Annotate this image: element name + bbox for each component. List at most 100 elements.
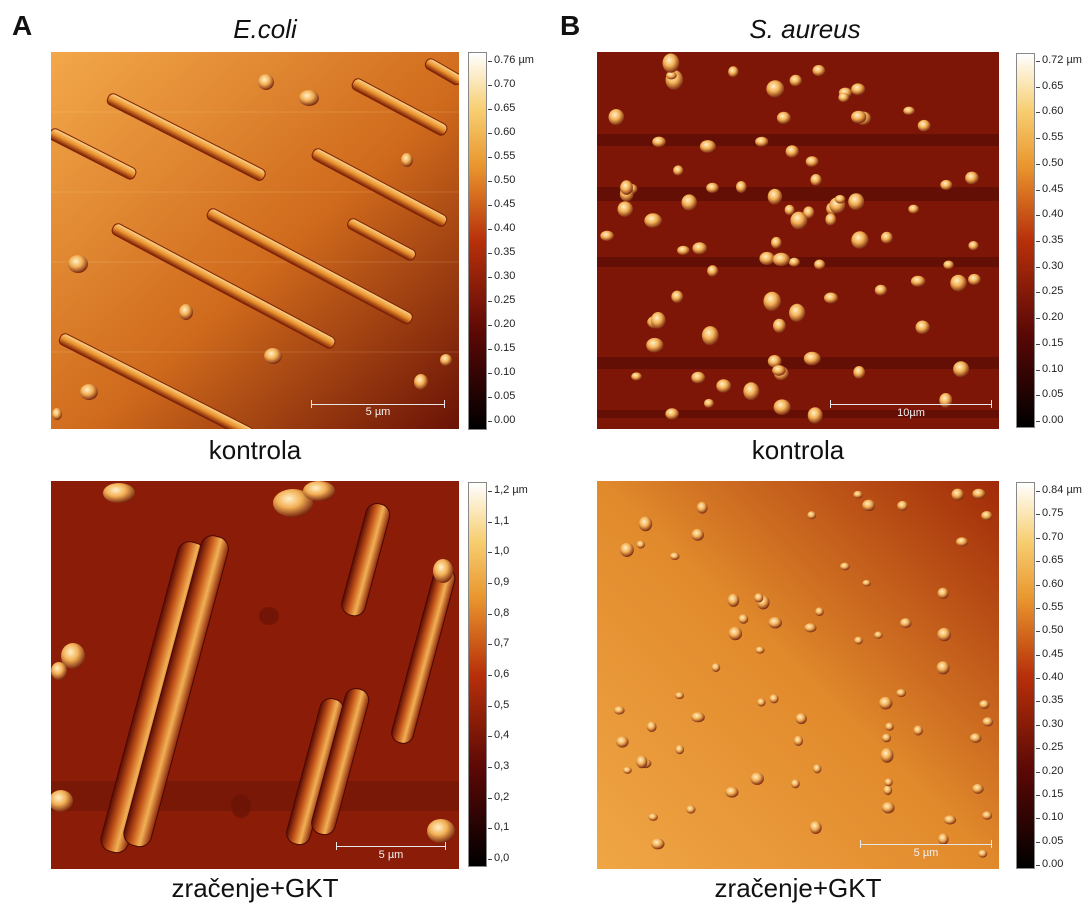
colorbar-tick-label: 0.55 <box>1035 600 1064 613</box>
colorbar-tick-label: 0,9 <box>487 576 510 588</box>
bacterium-cell <box>848 193 865 211</box>
bacterium-cell <box>686 805 696 814</box>
colorbar-tick-label: 0.60 <box>487 126 516 138</box>
colorbar-a-top <box>468 52 487 430</box>
colorbar-tick-label: 0.60 <box>1035 577 1064 590</box>
colorbar-tick-label: 0.35 <box>1035 694 1064 707</box>
bacterium-cell <box>789 303 806 322</box>
bacterium-cell <box>691 712 705 723</box>
bacterium-cell <box>917 119 931 132</box>
bacterium-cell <box>972 783 984 794</box>
bacterium-cell <box>727 593 740 607</box>
bacterium-cell <box>812 65 826 77</box>
colorbar-tick-label: 1,1 <box>487 514 510 527</box>
colorbar-tick-label: 0,3 <box>487 760 510 772</box>
colorbar-tick-label: 0.70 <box>487 78 516 90</box>
colorbar-tick-label: 0,6 <box>487 668 510 680</box>
panel-a-letter: A <box>12 10 33 41</box>
bacterium-cell <box>767 188 783 205</box>
bacterium-cell <box>616 736 629 748</box>
bacterium-cell <box>784 204 795 216</box>
colorbar-tick-label: 0.25 <box>487 294 516 306</box>
caption-a-bottom: zračenje+GKT <box>171 873 339 903</box>
colorbar-tick-label: 0,5 <box>487 698 510 711</box>
scalebar-a-top <box>311 400 445 408</box>
colorbar-tick-label: 0.84 µm <box>1036 484 1082 496</box>
bacterium-cell <box>785 145 799 158</box>
bacterium-cell <box>665 408 679 420</box>
colorbar-tick-label: 0.05 <box>487 390 516 402</box>
colorbar-tick-label: 0.40 <box>487 222 516 234</box>
colorbar-tick-label: 0.40 <box>1035 671 1064 683</box>
colorbar-tick-label: 1,2 µm <box>488 484 528 496</box>
scalebar-label-a-bottom: 5 µm <box>378 849 404 861</box>
bacterium-cell <box>703 398 714 408</box>
colorbar-tick-label: 0.15 <box>1035 336 1064 349</box>
bacterium-cell <box>885 722 894 731</box>
bacterium-cell <box>608 109 625 126</box>
bacterium-cell <box>950 274 967 292</box>
colorbar-tick-label: 0.00 <box>1035 858 1064 870</box>
bacterium-cell <box>814 259 826 270</box>
afm-image-ecoli-control <box>51 52 459 429</box>
bacterium-cell <box>613 706 625 715</box>
bacterium-cell <box>738 614 749 624</box>
bacterium-cell <box>636 540 645 549</box>
bacterium-cell <box>776 111 791 124</box>
colorbar-tick-label: 0.20 <box>487 318 516 330</box>
bacterium-cell <box>908 204 919 214</box>
bacterium-cell <box>773 399 791 416</box>
colorbar-tick-label: 0.00 <box>487 414 516 426</box>
colorbar-tick-label: 0.20 <box>1035 311 1064 324</box>
bacterium-cell <box>838 92 850 103</box>
colorbar-tick-label: 0,1 <box>487 821 510 834</box>
bacterium-cell <box>853 490 863 499</box>
bacterium-cell <box>631 372 642 381</box>
bacterium-cell <box>636 755 648 769</box>
colorbar-tick-label: 0.72 µm <box>1036 54 1082 66</box>
panel-a-organism-title: E.coli <box>233 14 297 44</box>
colorbar-tick-label: 0.30 <box>1035 717 1064 730</box>
bacterium-cell <box>736 181 747 193</box>
scalebar-label-b-bottom: 5 µm <box>913 847 939 859</box>
bacterium-cell <box>772 252 790 267</box>
bacterium-cell <box>951 488 964 501</box>
colorbar-tick-label: 0.10 <box>487 366 516 378</box>
bacterium-cell <box>716 379 732 393</box>
bacterium-cell <box>881 733 892 743</box>
bacterium-cell <box>834 194 846 204</box>
bacterium-cell <box>824 292 838 304</box>
bacterium-cell <box>696 501 708 514</box>
bacterium-cell <box>767 355 782 368</box>
colorbar-b-bottom <box>1016 482 1035 869</box>
bacterium-cell <box>807 511 817 520</box>
bacterium-cell <box>851 83 866 96</box>
colorbar-tick-label: 0.15 <box>487 342 516 354</box>
caption-b-bottom: zračenje+GKT <box>714 873 882 903</box>
colorbar-tick-label: 0,4 <box>487 729 510 742</box>
bacterium-cell <box>972 488 986 499</box>
bacterium-cell <box>791 779 800 789</box>
afm-image-saureus-treated <box>597 481 999 869</box>
colorbar-tick-label: 0.65 <box>1035 79 1064 92</box>
bacterium-cell <box>896 689 907 697</box>
bacterium-cell <box>899 618 912 629</box>
bacterium-cell <box>691 528 704 541</box>
colorbar-tick-label: 0.45 <box>487 198 516 210</box>
bacterium-cell <box>725 786 739 798</box>
colorbar-tick-label: 0.50 <box>1035 156 1064 169</box>
bacterium-cell <box>754 593 764 603</box>
bacterium-cell <box>884 778 893 787</box>
bacterium-cell <box>773 318 786 333</box>
bacterium-cell <box>623 766 632 774</box>
bacterium-cell <box>840 562 850 571</box>
colorbar-tick-label: 0.45 <box>1035 647 1064 660</box>
bacterium-cell <box>805 156 819 167</box>
panel-b-letter: B <box>560 10 581 41</box>
bacterium-cell <box>853 366 866 379</box>
bacterium-cell <box>648 813 658 821</box>
colorbar-tick-label: 0.35 <box>1035 234 1064 246</box>
bacterium-cell <box>675 744 684 755</box>
panel-b-organism-title: S. aureus <box>749 14 861 44</box>
colorbar-tick-label: 0.50 <box>1035 624 1064 637</box>
